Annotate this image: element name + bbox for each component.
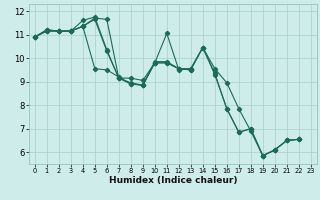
X-axis label: Humidex (Indice chaleur): Humidex (Indice chaleur) (108, 176, 237, 185)
